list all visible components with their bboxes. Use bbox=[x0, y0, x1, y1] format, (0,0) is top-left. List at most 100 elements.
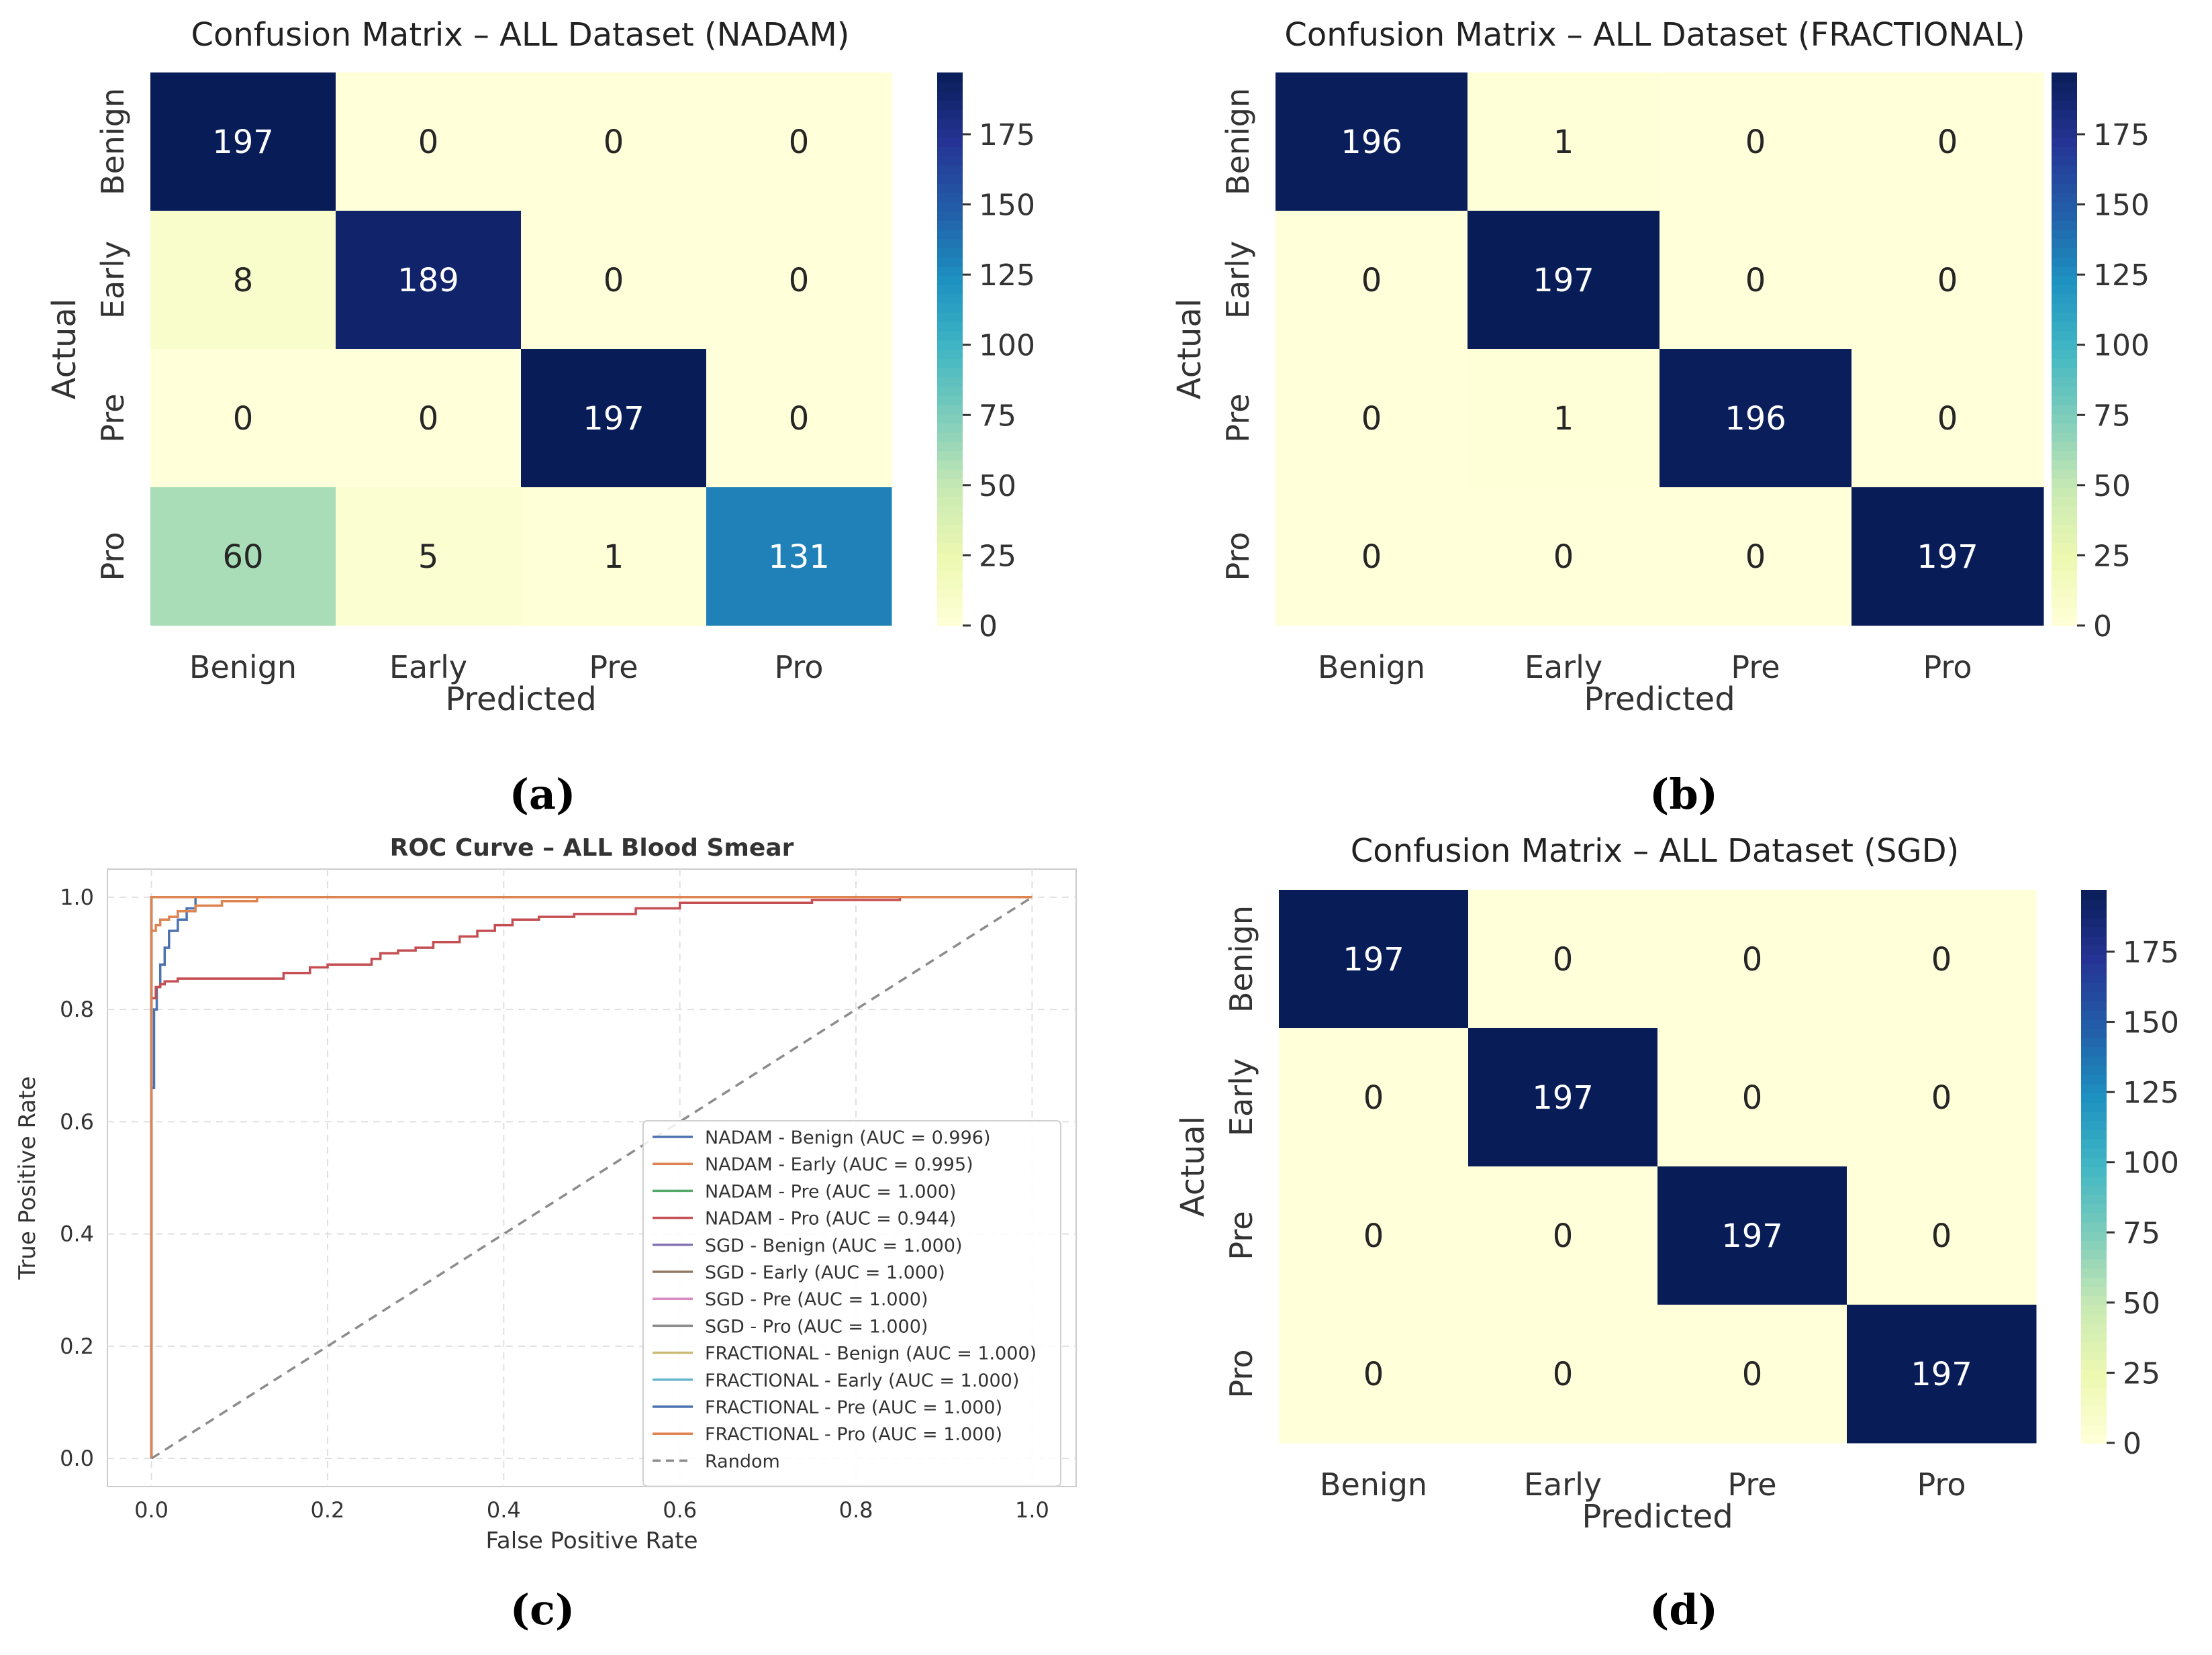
colorbar-segment bbox=[937, 321, 963, 332]
colorbar-segment bbox=[2052, 589, 2077, 599]
colorbar-segment bbox=[2052, 247, 2077, 258]
heatmap-cell bbox=[1660, 349, 1852, 488]
colorbar-segment bbox=[937, 211, 963, 221]
colorbar-segment bbox=[2052, 219, 2077, 230]
roc-series-line bbox=[150, 896, 1032, 1459]
colorbar-segment bbox=[2081, 1120, 2107, 1131]
colorbar-segment bbox=[2081, 982, 2107, 993]
colorbar-segment bbox=[937, 367, 963, 378]
colorbar-tick-label: 100 bbox=[2093, 329, 2150, 363]
colorbar-segment bbox=[937, 496, 963, 507]
colorbar-tick-label: 175 bbox=[2123, 936, 2179, 970]
colorbar-tick-label: 0 bbox=[2093, 609, 2112, 644]
colorbar-segment bbox=[2052, 570, 2077, 581]
colorbar-segment bbox=[2081, 1203, 2107, 1213]
colorbar-segment bbox=[2081, 1009, 2107, 1020]
confusion-matrix-nadam: Confusion Matrix – ALL Dataset (NADAM) 19… bbox=[46, 16, 1035, 718]
roc-series-line bbox=[150, 896, 1032, 1459]
legend-entry: NADAM - Benign (AUC = 0.996) bbox=[705, 1127, 990, 1148]
colorbar-segment bbox=[937, 478, 963, 488]
cell-value-label: 0 bbox=[1937, 262, 1958, 299]
heatmap-cell bbox=[706, 72, 892, 211]
colorbar-segment bbox=[937, 349, 963, 359]
colorbar-segment bbox=[2052, 552, 2077, 562]
colorbar-segment bbox=[2081, 1148, 2107, 1158]
colorbar-segment bbox=[2052, 340, 2077, 350]
colorbar-segment bbox=[2052, 201, 2077, 211]
colorbar-segment bbox=[2081, 945, 2107, 956]
x-tick-label: Pro bbox=[1923, 649, 1972, 685]
heatmap-cell bbox=[1279, 1166, 1469, 1305]
heatmap-cell bbox=[521, 487, 707, 626]
cell-value-label: 0 bbox=[1553, 941, 1574, 979]
roc-curve-chart: 0.0 0.2 0.4 0.6 0.8 1.0 0.0 0.2 0.4 0.6 0.8 1.0 ROC … bbox=[14, 834, 1077, 1554]
colorbar-segment bbox=[2052, 91, 2077, 101]
y-tick-label: Early bbox=[1223, 1058, 1259, 1136]
heatmap-cell bbox=[1657, 1028, 1847, 1167]
colorbar-segment bbox=[2052, 422, 2077, 433]
cell-value-label: 0 bbox=[418, 123, 439, 161]
colorbar-tick-label: 125 bbox=[2093, 258, 2150, 293]
heatmap-cell bbox=[1276, 487, 1468, 626]
colorbar-segment bbox=[937, 552, 963, 562]
y-tick-label: 0.4 bbox=[60, 1221, 94, 1247]
cell-value-label: 0 bbox=[1742, 941, 1763, 979]
heatmap-cell bbox=[1852, 72, 2044, 211]
colorbar-segment bbox=[937, 450, 963, 460]
colorbar-segment bbox=[2052, 496, 2077, 507]
colorbar-tick-label: 75 bbox=[2093, 399, 2131, 433]
colorbar-segment bbox=[937, 275, 963, 285]
colorbar-segment bbox=[2081, 1138, 2107, 1149]
colorbar-segment bbox=[937, 542, 963, 553]
colorbar-segment bbox=[937, 385, 963, 396]
cell-value-label: 5 bbox=[418, 538, 439, 576]
cell-value-label: 0 bbox=[1361, 538, 1382, 576]
heatmap-cell bbox=[1657, 1305, 1847, 1444]
colorbar-tick-label: 75 bbox=[2123, 1216, 2160, 1250]
heatmap-cell bbox=[1468, 211, 1660, 350]
x-tick-label: 0.6 bbox=[663, 1497, 697, 1523]
cell-value-label: 0 bbox=[1553, 1217, 1574, 1255]
heatmap-cell bbox=[521, 211, 707, 350]
x-tick-label: Pre bbox=[1727, 1466, 1776, 1503]
y-tick-label: Benign bbox=[1220, 88, 1256, 195]
colorbar-segment bbox=[2081, 1424, 2107, 1435]
colorbar-segment bbox=[2052, 238, 2077, 248]
cell-value-label: 8 bbox=[233, 262, 254, 299]
cell-value-label: 197 bbox=[1911, 1356, 1972, 1393]
colorbar-tick-label: 150 bbox=[2123, 1006, 2179, 1040]
colorbar-segment bbox=[2052, 303, 2077, 313]
colorbar-segment bbox=[2081, 1194, 2107, 1204]
colorbar-tick-label: 150 bbox=[979, 189, 1035, 223]
confusion-matrix-sgd: Confusion Matrix – ALL Dataset (SGD) 197 0… bbox=[1174, 832, 2179, 1536]
heatmap-cell bbox=[1279, 1028, 1469, 1167]
colorbar-segment bbox=[2052, 81, 2077, 92]
colorbar-tick-label: 125 bbox=[2123, 1076, 2179, 1110]
caption-a: (a) bbox=[510, 770, 576, 819]
colorbar-segment bbox=[2052, 597, 2077, 608]
colorbar-segment bbox=[937, 607, 963, 617]
legend-entry: NADAM - Pro (AUC = 0.944) bbox=[705, 1209, 956, 1230]
colorbar-segment bbox=[937, 616, 963, 626]
colorbar-segment bbox=[2081, 1305, 2107, 1315]
colorbar-segment bbox=[2081, 1360, 2107, 1370]
x-axis-label: Predicted bbox=[1582, 1498, 1733, 1536]
heatmap-cell bbox=[150, 487, 336, 626]
colorbar-segment bbox=[2081, 1074, 2107, 1085]
y-tick-label: 0.0 bbox=[60, 1446, 94, 1471]
y-tick-label: 1.0 bbox=[60, 885, 94, 910]
colorbar-segment bbox=[937, 91, 963, 101]
caption-c: (c) bbox=[510, 1585, 575, 1634]
heatmap-cell bbox=[1660, 72, 1852, 211]
cell-value-label: 0 bbox=[604, 262, 624, 299]
colorbar-segment bbox=[937, 441, 963, 452]
roc-series-line bbox=[150, 896, 1032, 1459]
heatmap-cell bbox=[1847, 1305, 2037, 1444]
colorbar-segment bbox=[937, 174, 963, 184]
y-axis-label: Actual bbox=[1174, 1116, 1212, 1217]
colorbar-segment bbox=[2081, 1166, 2107, 1176]
colorbar-segment bbox=[937, 579, 963, 590]
cell-value-label: 0 bbox=[1361, 262, 1382, 299]
colorbar-segment bbox=[937, 155, 963, 166]
colorbar-tick-label: 150 bbox=[2093, 189, 2150, 223]
